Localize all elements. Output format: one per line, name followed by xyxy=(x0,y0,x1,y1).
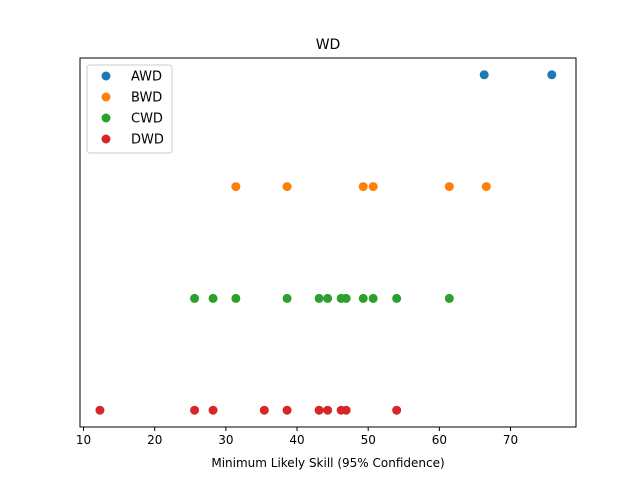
data-point-awd xyxy=(547,70,557,80)
legend-marker-dwd xyxy=(101,134,111,144)
x-tick-label: 50 xyxy=(361,433,376,447)
legend-label-bwd: BWD xyxy=(131,91,162,106)
x-tick-label: 70 xyxy=(503,433,518,447)
x-tick-label: 60 xyxy=(432,433,447,447)
legend-label-dwd: DWD xyxy=(131,133,164,148)
data-point-cwd xyxy=(323,293,333,303)
data-point-cwd xyxy=(392,293,402,303)
legend-label-awd: AWD xyxy=(131,70,162,85)
data-point-dwd xyxy=(95,405,105,415)
data-point-cwd xyxy=(314,293,324,303)
data-point-dwd xyxy=(323,405,333,415)
data-point-bwd xyxy=(282,182,292,192)
x-tick-label: 20 xyxy=(147,433,162,447)
data-point-cwd xyxy=(282,293,292,303)
chart-title: WD xyxy=(316,37,341,53)
data-point-cwd xyxy=(190,293,200,303)
data-point-cwd xyxy=(368,293,378,303)
legend-marker-bwd xyxy=(101,92,111,102)
x-tick-label: 30 xyxy=(218,433,233,447)
data-point-bwd xyxy=(368,182,378,192)
legend-marker-awd xyxy=(101,71,111,81)
data-point-dwd xyxy=(392,405,402,415)
data-point-dwd xyxy=(282,405,292,415)
data-point-cwd xyxy=(231,293,241,303)
data-point-cwd xyxy=(208,293,218,303)
x-axis: 10 20 30 40 50 60 70 xyxy=(76,427,518,447)
x-tick-label: 10 xyxy=(76,433,91,447)
data-point-dwd xyxy=(190,405,200,415)
data-point-dwd xyxy=(259,405,269,415)
data-point-dwd xyxy=(341,405,351,415)
x-tick-label: 40 xyxy=(289,433,304,447)
data-point-cwd xyxy=(358,293,368,303)
legend-marker-cwd xyxy=(101,113,111,123)
plot-frame xyxy=(79,57,577,428)
data-point-cwd xyxy=(444,293,454,303)
data-point-cwd xyxy=(341,293,351,303)
data-point-dwd xyxy=(314,405,324,415)
data-point-dwd xyxy=(208,405,218,415)
legend-label-cwd: CWD xyxy=(131,112,163,127)
legend-box xyxy=(86,64,173,154)
data-point-bwd xyxy=(231,182,241,192)
data-points xyxy=(95,70,557,415)
x-axis-label: Minimum Likely Skill (95% Confidence) xyxy=(211,456,444,470)
data-point-bwd xyxy=(358,182,368,192)
data-point-bwd xyxy=(444,182,454,192)
data-point-bwd xyxy=(481,182,491,192)
legend: AWD BWD CWD DWD xyxy=(86,64,173,154)
data-point-awd xyxy=(479,70,489,80)
